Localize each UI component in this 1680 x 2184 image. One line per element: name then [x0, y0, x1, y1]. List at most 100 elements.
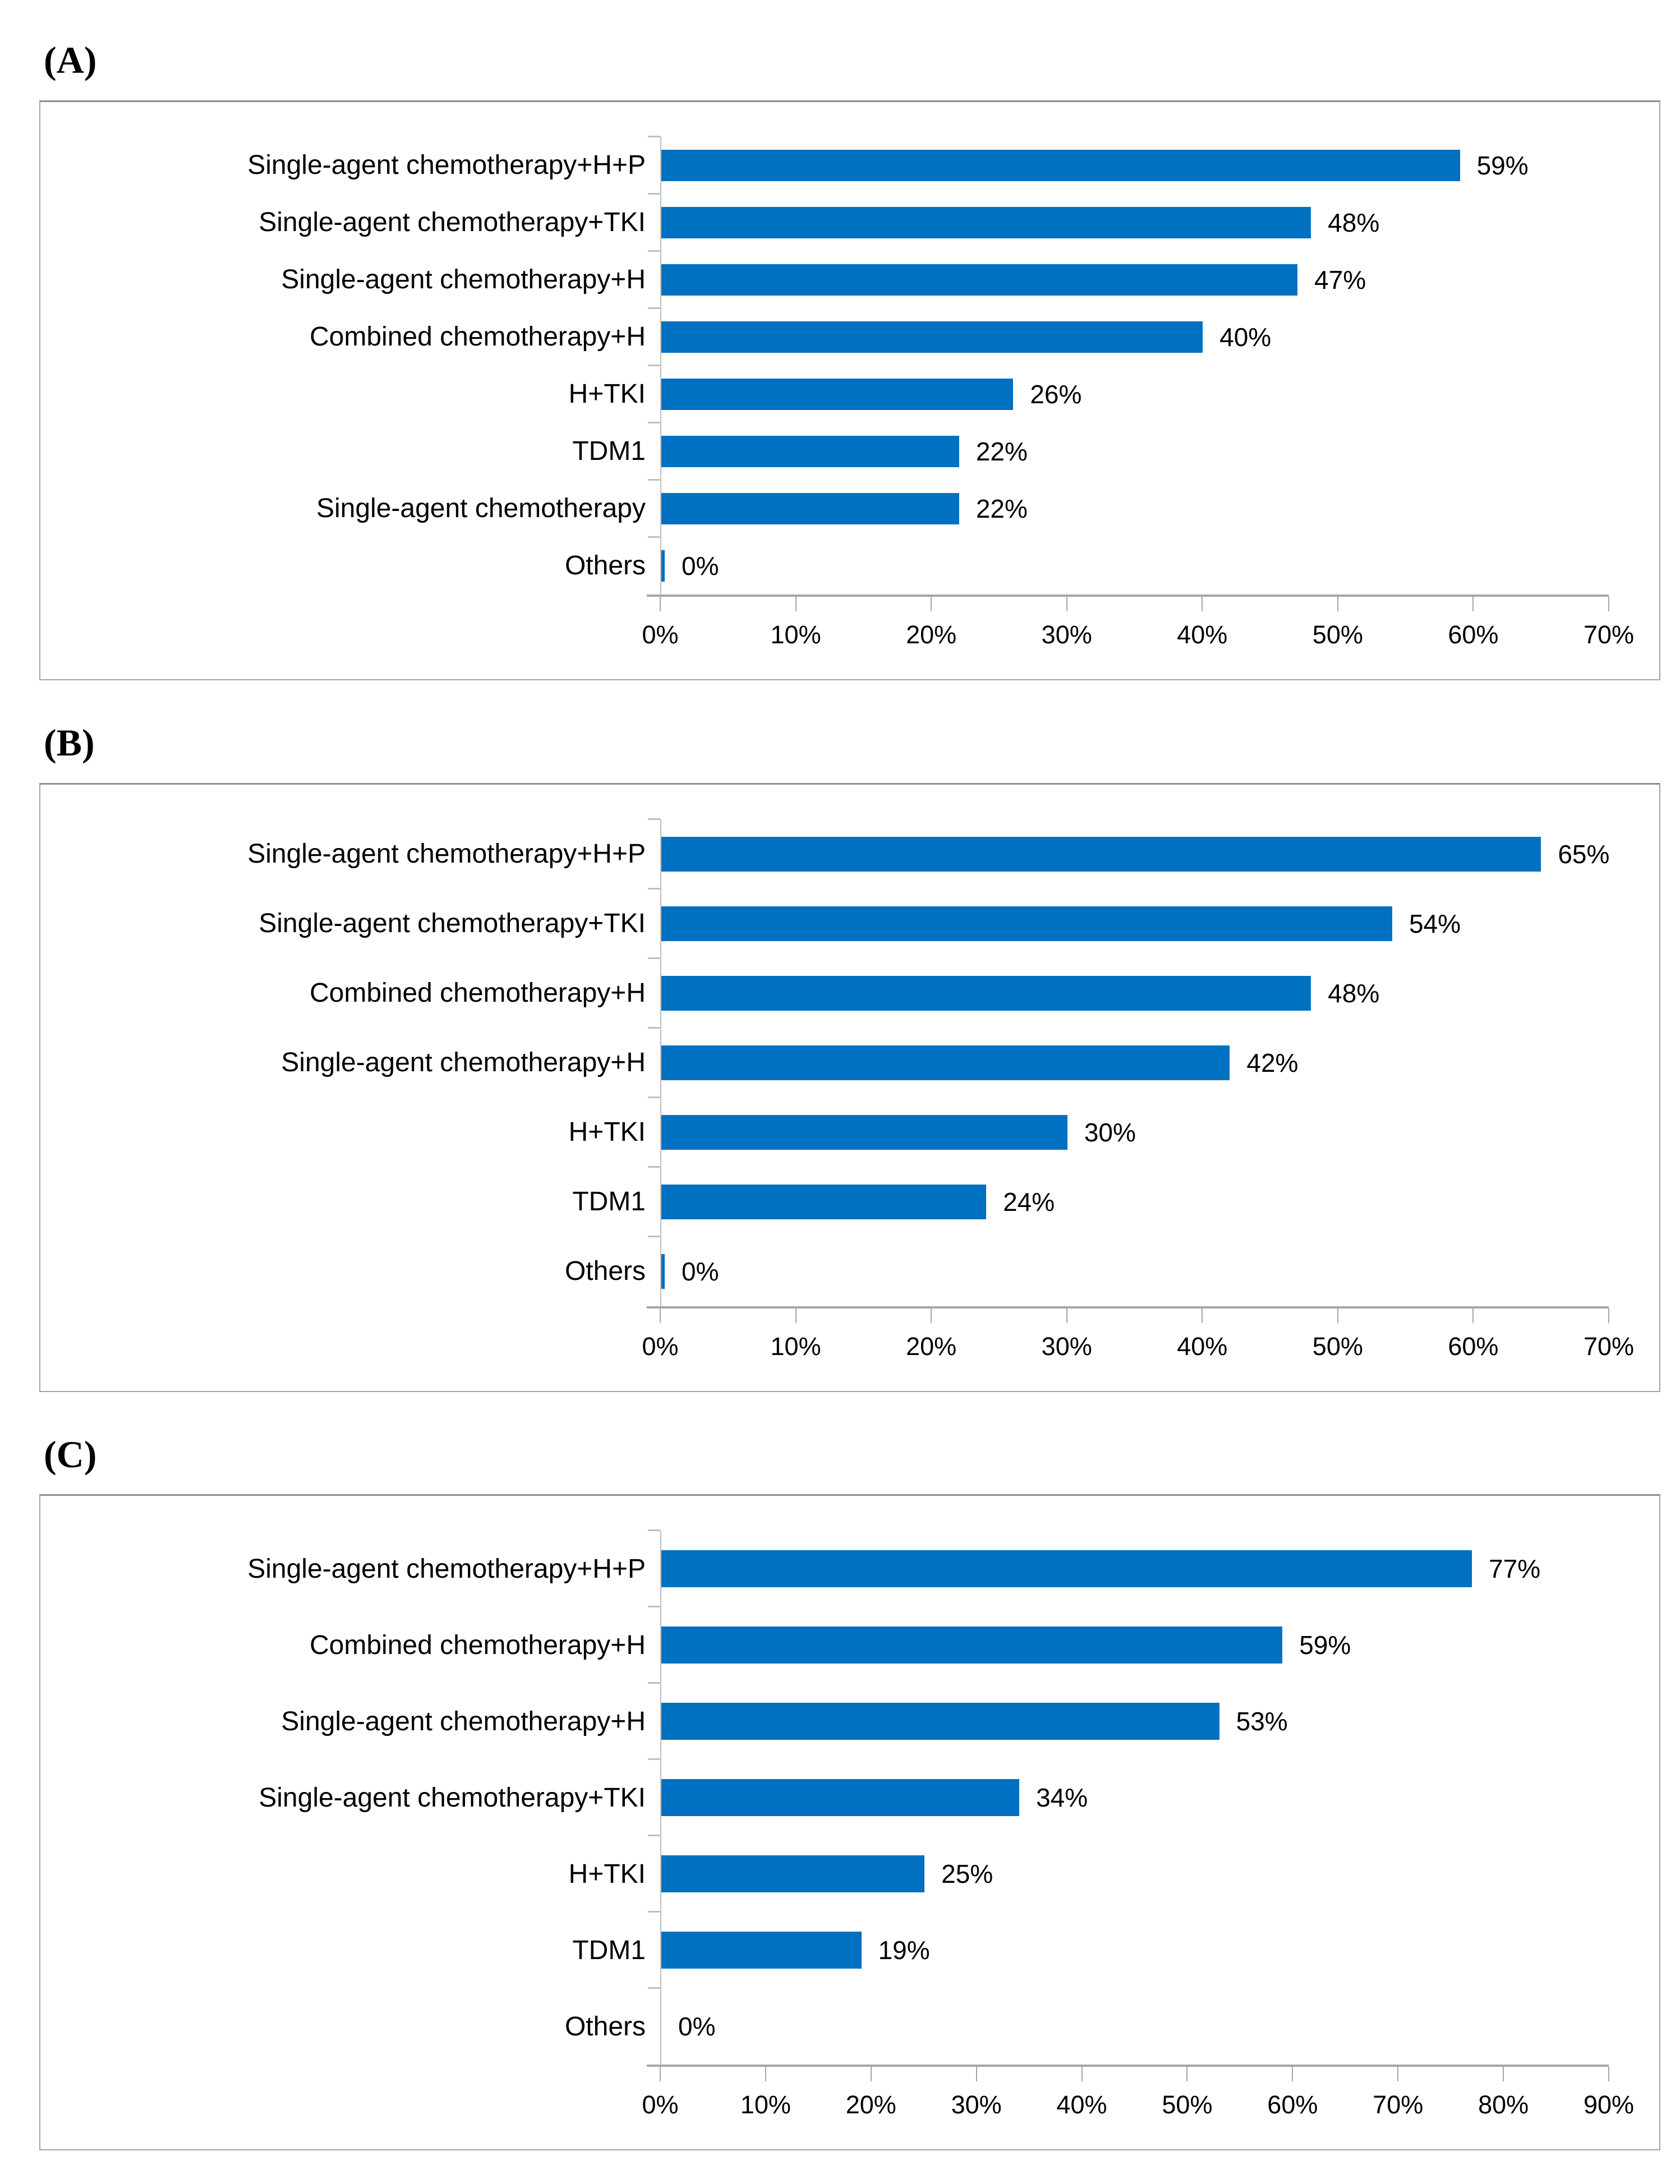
- bar-row: 53%: [648, 1682, 1609, 1759]
- category-label: Others: [564, 2011, 646, 2042]
- chart-body: Single-agent chemotherapy+H+P Combined ch…: [40, 1529, 1634, 2124]
- x-axis-tick-label: 50%: [1162, 2090, 1213, 2120]
- value-label: 19%: [878, 1936, 930, 1965]
- value-label: 24%: [1003, 1187, 1055, 1217]
- bar-row: 0%: [648, 536, 1609, 595]
- bar: [661, 1627, 1283, 1664]
- category-label: Combined chemotherapy+H: [310, 978, 646, 1008]
- value-label: 22%: [975, 494, 1028, 523]
- x-axis-tick: [1081, 2067, 1083, 2082]
- x-axis-tick-label: 10%: [770, 1331, 821, 1361]
- category-axis-tick: [648, 1911, 660, 1913]
- x-axis-tick-label: 70%: [1583, 1331, 1635, 1361]
- bar: [661, 1703, 1219, 1740]
- x-axis-tick: [1066, 1308, 1067, 1323]
- x-axis-tick: [660, 2067, 661, 2082]
- category-label: Single-agent chemotherapy+TKI: [259, 1782, 646, 1813]
- category-label: Single-agent chemotherapy+H: [281, 1048, 646, 1078]
- bar: [661, 435, 959, 467]
- category-label: Single-agent chemotherapy: [316, 494, 646, 524]
- x-axis-tick: [1608, 2067, 1609, 2082]
- bars-area: 65% 54% 48% 42% 30% 24% 0%: [648, 818, 1609, 1306]
- plot-area: 65% 54% 48% 42% 30% 24% 0% 0% 10% 20% 30% 40% 50% 60…: [642, 818, 1634, 1366]
- bar: [661, 1114, 1067, 1150]
- category-axis-tick: [648, 1835, 660, 1837]
- x-axis-tick: [975, 2067, 977, 2082]
- bar-row: 22%: [648, 421, 1609, 480]
- category-axis-tick: [648, 1987, 660, 1989]
- plot-area: 59% 48% 47% 40% 26% 22% 22% 0% 0% 10% 20% 30% 40% 50…: [642, 135, 1634, 654]
- x-axis-tick-label: 60%: [1448, 620, 1499, 649]
- bar-row: 59%: [648, 135, 1609, 194]
- x-axis-tick-label: 0%: [642, 2090, 679, 2120]
- chart-body: Single-agent chemotherapy+H+P Single-agen…: [40, 135, 1634, 654]
- bar-chart: Single-agent chemotherapy+H+P Single-agen…: [40, 102, 1659, 679]
- x-axis-tick: [1608, 596, 1609, 611]
- panel-label: (A): [44, 39, 97, 81]
- panel-a-block: (A) Single-agent chemotherapy+H+P Single-…: [39, 39, 1660, 680]
- chart-body: Single-agent chemotherapy+H+P Single-agen…: [40, 818, 1634, 1366]
- x-axis-tick-label: 0%: [642, 1331, 679, 1361]
- bar: [661, 550, 665, 582]
- x-axis-ticks: [660, 596, 1609, 612]
- category-label: Others: [564, 551, 646, 581]
- category-axis-tick: [648, 1529, 660, 1532]
- x-axis-tick-label: 50%: [1312, 1331, 1363, 1361]
- x-axis-tick-labels: 0% 10% 20% 30% 40% 50% 60% 70% 80% 90%: [642, 2090, 1634, 2124]
- x-axis-tick-label: 30%: [1041, 1331, 1092, 1361]
- bar-row: 54%: [648, 887, 1609, 959]
- category-axis-tick: [648, 1235, 660, 1237]
- category-axis-tick: [648, 818, 660, 820]
- x-axis-tick-label: 20%: [845, 2090, 896, 2120]
- value-label: 53%: [1236, 1707, 1288, 1736]
- x-axis-tick-label: 30%: [1041, 620, 1092, 649]
- category-axis-tick: [648, 1682, 660, 1684]
- category-axis-tick: [648, 1096, 660, 1098]
- x-axis-tick-label: 60%: [1267, 2090, 1318, 2120]
- category-label: Combined chemotherapy+H: [310, 322, 646, 352]
- category-label: H+TKI: [568, 1859, 646, 1889]
- category-label: TDM1: [572, 1935, 646, 1965]
- category-axis-tick: [648, 1606, 660, 1608]
- x-axis-line: [647, 1306, 1609, 1308]
- value-label: 42%: [1246, 1048, 1299, 1077]
- value-label: 59%: [1299, 1630, 1351, 1660]
- bar-row: 19%: [648, 1911, 1609, 1988]
- value-label: 59%: [1476, 150, 1529, 180]
- bar-row: 48%: [648, 957, 1609, 1028]
- bar-row: 34%: [648, 1758, 1609, 1836]
- x-axis-tick: [765, 2067, 766, 2082]
- category-label: Single-agent chemotherapy+H+P: [247, 150, 646, 181]
- bar: [661, 492, 959, 524]
- value-label: 22%: [975, 436, 1028, 466]
- x-axis-tick: [1186, 2067, 1188, 2082]
- x-axis-tick-label: 50%: [1312, 620, 1363, 649]
- bar-row: 0%: [648, 1987, 1609, 2065]
- x-axis-tick-label: 40%: [1177, 620, 1228, 649]
- chart-panel: Single-agent chemotherapy+H+P Single-agen…: [39, 782, 1660, 1392]
- x-axis-tick-label: 70%: [1373, 2090, 1424, 2120]
- x-axis-tick-label: 90%: [1583, 2090, 1635, 2120]
- x-axis-tick-label: 0%: [642, 620, 679, 649]
- bar-row: 30%: [648, 1096, 1609, 1167]
- bar-row: 26%: [648, 364, 1609, 423]
- panel-c-block: (C) Single-agent chemotherapy+H+P Combine…: [39, 1433, 1660, 2151]
- bar: [661, 975, 1311, 1011]
- value-label: 40%: [1219, 322, 1272, 352]
- x-axis-tick-label: 60%: [1448, 1331, 1499, 1361]
- category-axis-tick: [648, 364, 660, 366]
- category-label: Others: [564, 1256, 646, 1287]
- category-labels: Single-agent chemotherapy+H+P Single-agen…: [40, 819, 660, 1366]
- value-label: 0%: [682, 551, 719, 580]
- bar: [661, 836, 1541, 872]
- x-axis-tick: [931, 1308, 932, 1323]
- category-label: Single-agent chemotherapy+TKI: [259, 909, 646, 939]
- category-axis-tick: [648, 1165, 660, 1168]
- bar: [661, 1550, 1472, 1588]
- x-axis-ticks: [660, 2067, 1609, 2082]
- x-axis-tick: [1292, 2067, 1294, 2082]
- bar-row: 48%: [648, 192, 1609, 251]
- x-axis-tick-label: 70%: [1583, 620, 1635, 649]
- x-axis-tick-label: 10%: [740, 2090, 791, 2120]
- bar-row: 65%: [648, 818, 1609, 889]
